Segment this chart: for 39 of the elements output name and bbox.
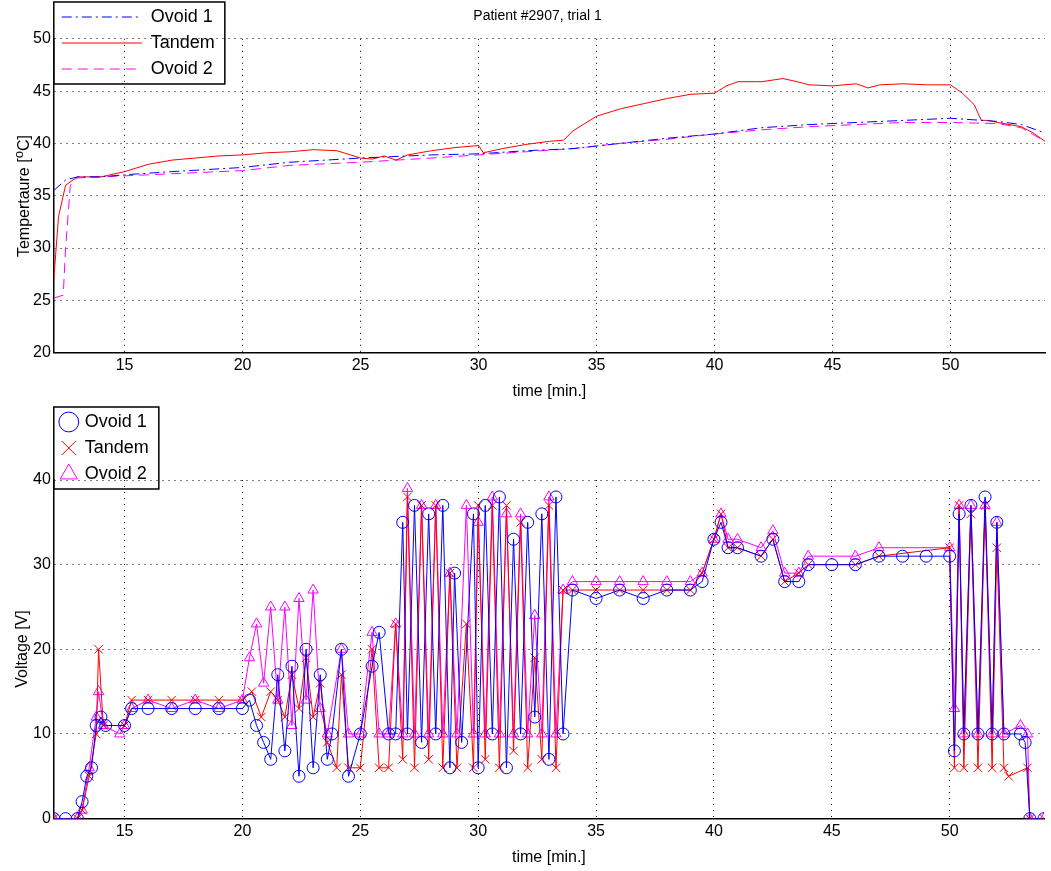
x-tick-label: 20	[233, 355, 252, 373]
x-tick-label: 45	[823, 355, 842, 373]
x-tick-label: 50	[941, 355, 960, 373]
chart-title: Patient #2907, trial 1	[473, 7, 602, 24]
y-axis-title: Voltage [V]	[13, 610, 31, 688]
x-tick-label: 35	[587, 355, 606, 373]
x-tick-label: 40	[705, 355, 724, 373]
y-tick-label: 45	[33, 81, 51, 99]
legend-label: Ovoid 2	[150, 57, 213, 78]
y-tick-label: 30	[33, 238, 51, 256]
y-tick-label: 50	[33, 29, 51, 47]
legend-label: Ovoid 1	[150, 5, 213, 26]
x-tick-label: 30	[469, 821, 488, 839]
y-tick-label: 40	[33, 133, 51, 151]
y-tick-label: 20	[33, 343, 51, 361]
y-tick-label: 35	[33, 186, 51, 204]
x-tick-label: 15	[115, 821, 134, 839]
legend-label: Ovoid 2	[84, 462, 147, 483]
y-tick-label: 0	[41, 809, 51, 827]
x-axis-title: time [min.]	[512, 381, 587, 399]
x-tick-label: 20	[233, 821, 252, 839]
x-axis-title: time [min.]	[512, 847, 586, 865]
line-series	[53, 117, 1045, 191]
y-tick-label: 20	[33, 639, 51, 657]
x-tick-label: 25	[351, 355, 370, 373]
x-tick-label: 15	[115, 355, 134, 373]
x-tick-label: 50	[940, 821, 959, 839]
legend-label: Tandem	[150, 31, 215, 52]
y-tick-label: 30	[33, 555, 51, 573]
x-tick-label: 35	[587, 821, 606, 839]
y-tick-label: 10	[33, 724, 51, 742]
y-tick-label: 40	[33, 470, 51, 488]
x-tick-label: 40	[705, 821, 723, 839]
legend-label: Tandem	[84, 436, 149, 457]
x-tick-label: 45	[822, 821, 841, 839]
x-tick-label: 30	[469, 355, 488, 373]
legend-label: Ovoid 1	[84, 410, 147, 431]
y-tick-label: 25	[33, 290, 51, 308]
x-tick-label: 25	[351, 821, 370, 839]
